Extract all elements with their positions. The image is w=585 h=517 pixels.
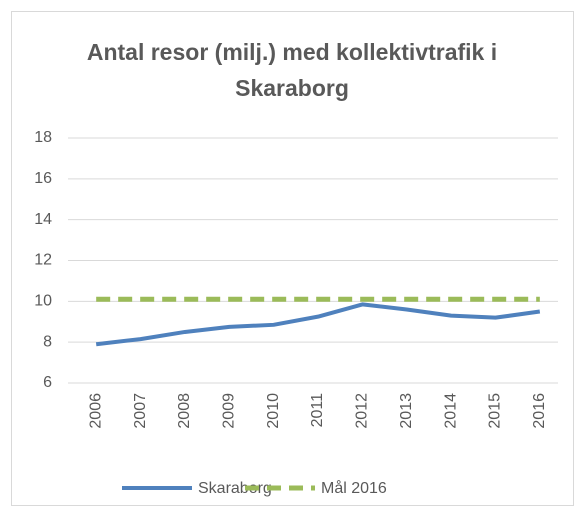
x-tick-label: 2014 bbox=[442, 393, 459, 429]
x-tick-label: 2010 bbox=[265, 393, 282, 429]
y-tick-label: 16 bbox=[34, 170, 52, 187]
x-tick-label: 2016 bbox=[531, 393, 548, 429]
line-series bbox=[95, 302, 541, 347]
chart-border bbox=[11, 11, 574, 506]
y-tick-label: 6 bbox=[43, 374, 52, 391]
x-tick-label: 2008 bbox=[176, 393, 193, 429]
y-tick-label: 18 bbox=[34, 129, 52, 146]
legend-label: Skaraborg bbox=[198, 480, 272, 497]
legend-label: Mål 2016 bbox=[321, 479, 387, 497]
chart-title: Antal resor (milj.) med kollektivtrafik … bbox=[86, 39, 498, 101]
x-tick-label: 2015 bbox=[487, 393, 504, 429]
x-tick-label: 2011 bbox=[309, 393, 326, 428]
y-tick-label: 10 bbox=[34, 293, 52, 310]
x-tick-label: 2012 bbox=[354, 393, 371, 429]
x-tick-label: 2006 bbox=[87, 393, 104, 429]
y-tick-label: 12 bbox=[34, 252, 52, 269]
x-tick-label: 2009 bbox=[220, 393, 237, 429]
y-tick-label: 8 bbox=[43, 333, 52, 350]
y-tick-label: 14 bbox=[34, 211, 52, 228]
x-tick-label: 2007 bbox=[132, 393, 149, 429]
x-tick-label: 2013 bbox=[398, 393, 415, 429]
